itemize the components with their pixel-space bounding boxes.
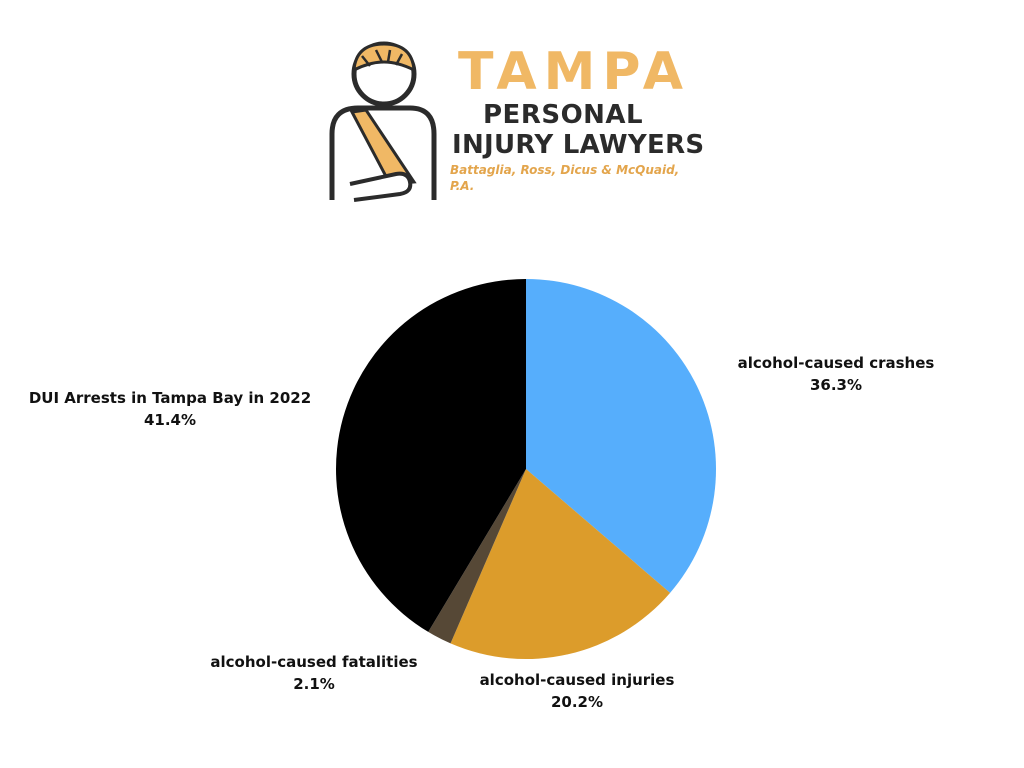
slice-label-value: 41.4%	[143, 411, 197, 429]
slice-label-text: alcohol-caused fatalities	[210, 653, 418, 671]
firm-name: Battaglia, Ross, Dicus & McQuaid, P.A.	[450, 163, 680, 193]
slice-label-text: alcohol-caused crashes	[737, 354, 935, 372]
pie-slice-dui-arrests	[336, 279, 526, 632]
slice-label-value: 36.3%	[809, 376, 863, 394]
brand-tagline-line2: INJURY LAWYERS	[452, 130, 705, 160]
slice-label-injuries: alcohol-caused injuries 20.2%	[470, 669, 684, 713]
brand-text: TAMPA PERSONAL INJURY LAWYERS Battaglia,…	[450, 42, 706, 194]
slice-label-crashes: alcohol-caused crashes 36.3%	[728, 352, 944, 396]
slice-label-text: DUI Arrests in Tampa Bay in 2022	[28, 389, 312, 407]
brand-name: TAMPA	[458, 42, 691, 102]
pie-slice-fatalities	[428, 469, 526, 644]
logo: TAMPA PERSONAL INJURY LAWYERS Battaglia,…	[326, 34, 706, 204]
slice-label-value: 20.2%	[550, 693, 604, 711]
injured-person-icon	[329, 41, 437, 202]
slice-label-text: alcohol-caused injuries	[479, 671, 675, 689]
brand-tagline-line1: PERSONAL	[483, 100, 644, 130]
slice-label-value: 2.1%	[293, 675, 335, 693]
pie-slice-crashes	[526, 279, 717, 593]
pie-slice-injuries	[450, 469, 671, 659]
slice-label-dui-arrests: DUI Arrests in Tampa Bay in 2022 41.4%	[22, 387, 318, 431]
slice-label-fatalities: alcohol-caused fatalities 2.1%	[196, 651, 432, 695]
